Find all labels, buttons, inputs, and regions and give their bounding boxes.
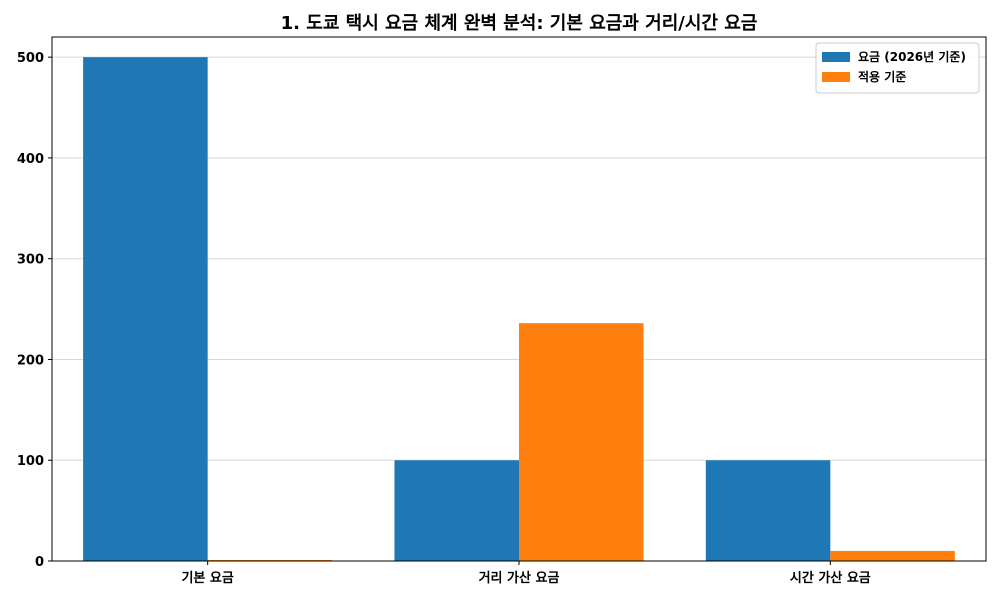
bar-series-1-category-0 [207,559,333,561]
legend-label-1: 적용 기준 [858,69,906,84]
bar-series-0-category-2 [705,460,831,561]
y-tick-label: 500 [17,51,44,66]
legend-label-0: 요금 (2026년 기준) [858,49,966,64]
bars [83,57,955,562]
chart-title: 1. 도쿄 택시 요금 체계 완벽 분석: 기본 요금과 거리/시간 요금 [281,13,758,34]
x-tick-label: 기본 요금 [181,571,233,586]
legend-box [815,42,980,94]
bar-series-0-category-1 [394,460,519,561]
legend: 요금 (2026년 기준) 적용 기준 [815,42,980,94]
x-axis-ticks: 기본 요금 거리 가산 요금 시간 가산 요금 [181,561,871,586]
y-tick-label: 200 [17,353,44,368]
y-tick-label: 400 [17,152,44,167]
legend-swatch-1 [822,72,850,82]
x-tick-label: 거리 가산 요금 [479,570,560,586]
y-tick-label: 100 [17,454,44,469]
x-tick-label: 시간 가산 요금 [790,570,871,586]
y-tick-label: 0 [35,555,44,570]
y-tick-label: 300 [17,253,44,268]
legend-swatch-0 [822,52,850,62]
bar-series-1-category-2 [830,550,955,561]
y-axis-ticks: 0 100 200 300 400 500 [17,51,52,570]
bar-series-1-category-1 [519,323,644,561]
bar-series-0-category-0 [83,57,208,562]
